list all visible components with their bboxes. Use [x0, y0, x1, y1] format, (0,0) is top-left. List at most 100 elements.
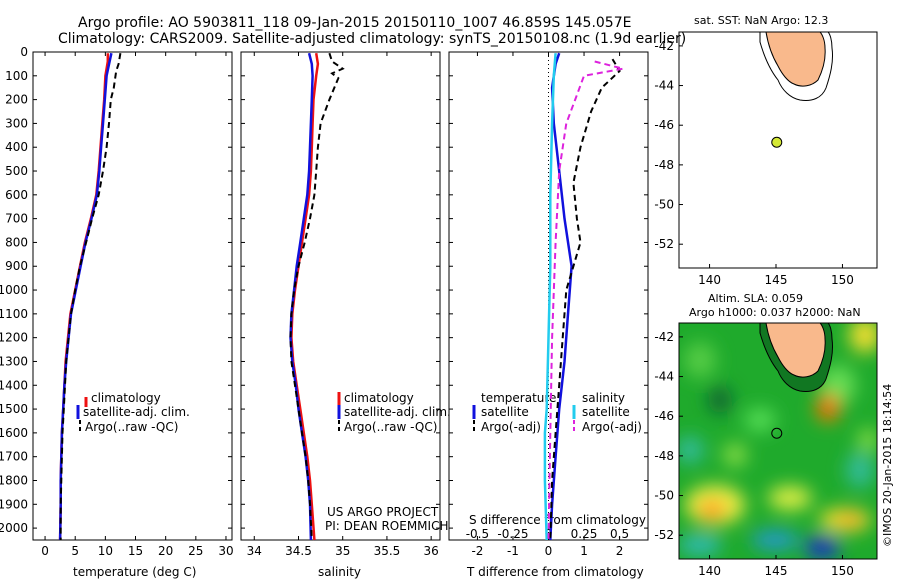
temperature-ytick-label: 1300	[0, 354, 28, 368]
argo-float-marker	[771, 427, 783, 439]
coastline-outline	[759, 32, 833, 101]
temperature-xtick-label: 20	[158, 544, 173, 558]
salinity-xtick-label: 35	[335, 544, 350, 558]
sla-map-title-1: Altim. SLA: 0.059	[708, 292, 803, 305]
t-difference-axis-label: T difference from climatology	[466, 565, 644, 579]
temperature-ytick-label: 1600	[0, 426, 28, 440]
salinity-panel: salinity climatology satellite-adj. clim…	[240, 51, 451, 579]
salinity-frame	[240, 51, 441, 541]
salinity-xtick-label: 35.5	[374, 544, 401, 558]
temperature-xtick-label: 15	[128, 544, 143, 558]
legend-s-argo-label: Argo(-adj)	[582, 420, 642, 434]
legend-temperature-title: temperature	[481, 391, 556, 405]
map_sst-frame	[678, 31, 878, 269]
temperature-ytick-label: 1700	[0, 450, 28, 464]
sst-map-title: sat. SST: NaN Argo: 12.3	[694, 14, 828, 27]
difference-xtick-label: 2	[616, 544, 624, 558]
temperature-xtick-label: 5	[71, 544, 79, 558]
temperature-ytick-label: 200	[5, 93, 28, 107]
legend-salinity-title: salinity	[582, 391, 625, 405]
difference-series-s-argo-adj	[547, 60, 624, 541]
difference-legend: temperature satellite Argo(-adj) salinit…	[472, 391, 642, 434]
difference-s-tick-label: 0.25	[571, 527, 598, 541]
temperature-ytick-label: 1500	[0, 402, 28, 416]
temperature-series-satellite-adj-clim	[58, 52, 113, 541]
difference-xtick-label: 0	[545, 544, 553, 558]
temperature-legend: climatology satellite-adj. clim. Argo(..…	[76, 391, 190, 434]
temperature-series-climatology	[58, 53, 110, 541]
difference-s-tick-label: -0.5	[466, 527, 489, 541]
map_sst-ytick-label: -48	[654, 158, 674, 172]
imos-credit: ©IMOS 20-Jan-2015 18:14:54	[881, 384, 894, 547]
temperature-series-argo-raw-qc	[59, 53, 122, 540]
temperature-ytick-label: 300	[5, 116, 28, 130]
map_sla-xtick-label: 140	[698, 564, 721, 578]
map_sla-ytick-label: -50	[654, 489, 674, 503]
legend-t-satellite-label: satellite	[481, 405, 529, 419]
salinity-legend: climatology satellite-adj. clim. Argo(..…	[337, 391, 451, 434]
tasmania-land	[765, 323, 826, 378]
legend-argo-label: Argo(..raw -QC)	[85, 420, 178, 434]
temperature-ytick-label: 800	[5, 235, 28, 249]
s-difference-label: S difference from climatology	[469, 513, 646, 527]
legend-climatology-label: climatology	[91, 391, 161, 405]
temperature-ytick-label: 1400	[0, 378, 28, 392]
difference-xtick-label: -2	[471, 544, 483, 558]
sla-map-title-2: Argo h1000: 0.037 h2000: NaN	[689, 306, 861, 319]
map_sst-ytick-label: -46	[654, 118, 674, 132]
map_sla-ytick-label: -42	[654, 330, 674, 344]
figure-title: Argo profile: AO 5903811_118 09-Jan-2015…	[78, 15, 631, 31]
sst-map-panel: sat. SST: NaN Argo: 12.3 140 145 150 -42 -44…	[654, 14, 878, 287]
map_sst-ytick-label: -44	[654, 79, 674, 93]
salinity-xtick-label: 34	[247, 544, 262, 558]
map_sst-ytick-label: -52	[654, 237, 674, 251]
difference-series-s-satellite	[543, 53, 557, 541]
sst-map-area	[759, 32, 833, 101]
temperature-axis-label: temperature (deg C)	[73, 565, 196, 579]
difference-s-tick-label: 0.5	[610, 527, 629, 541]
temperature-xtick-label: 10	[98, 544, 113, 558]
temperature-ytick-label: 2000	[0, 521, 28, 535]
temperature-ytick-label: 900	[5, 259, 28, 273]
temperature-ytick-label: 0	[20, 45, 28, 59]
map_sla-frame	[678, 322, 878, 560]
sla-anomaly-field	[679, 323, 877, 559]
map_sst-ytick-label: -50	[654, 198, 674, 212]
map_sst-xtick-label: 145	[765, 273, 788, 287]
salinity-xtick-label: 36	[424, 544, 439, 558]
temperature-frame	[32, 51, 233, 541]
map_sla-ytick-label: -52	[654, 528, 674, 542]
project-label: US ARGO PROJECT	[327, 505, 439, 519]
difference-s-tick-label: -0.25	[497, 527, 528, 541]
legend-s-satellite-label: satellite	[582, 405, 630, 419]
sla-heatmap	[679, 323, 877, 559]
temperature-ytick-label: 1900	[0, 497, 28, 511]
temperature-xtick-label: 30	[218, 544, 233, 558]
tasmania-land	[765, 32, 826, 87]
legend-argo-label: Argo(..raw -QC)	[344, 420, 437, 434]
temperature-ytick-label: 100	[5, 69, 28, 83]
difference-series-t-satellite	[549, 52, 573, 541]
temperature-ytick-label: 1200	[0, 331, 28, 345]
salinity-series-argo-raw-qc	[289, 52, 345, 541]
legend-satellite-label: satellite-adj. clim.	[344, 405, 451, 419]
temperature-ytick-label: 400	[5, 140, 28, 154]
map_sla-ytick-label: -48	[654, 449, 674, 463]
temperature-ytick-label: 600	[5, 188, 28, 202]
temperature-ytick-label: 500	[5, 164, 28, 178]
legend-satellite-label: satellite-adj. clim.	[83, 405, 190, 419]
difference-panel: T difference from climatology S differen…	[448, 51, 649, 579]
difference-xtick-label: -1	[507, 544, 519, 558]
temperature-panel: temperature (deg C) climatology satellit…	[0, 45, 234, 579]
map_sla-ytick-label: -46	[654, 409, 674, 423]
temperature-ytick-label: 700	[5, 212, 28, 226]
legend-climatology-label: climatology	[344, 391, 414, 405]
map_sla-xtick-label: 145	[765, 564, 788, 578]
salinity-xtick-label: 34.5	[285, 544, 312, 558]
temperature-xtick-label: 25	[188, 544, 203, 558]
legend-t-argo-label: Argo(-adj)	[481, 420, 541, 434]
temperature-ytick-label: 1100	[0, 307, 28, 321]
temperature-ytick-label: 1800	[0, 473, 28, 487]
map_sst-xtick-label: 150	[831, 273, 854, 287]
